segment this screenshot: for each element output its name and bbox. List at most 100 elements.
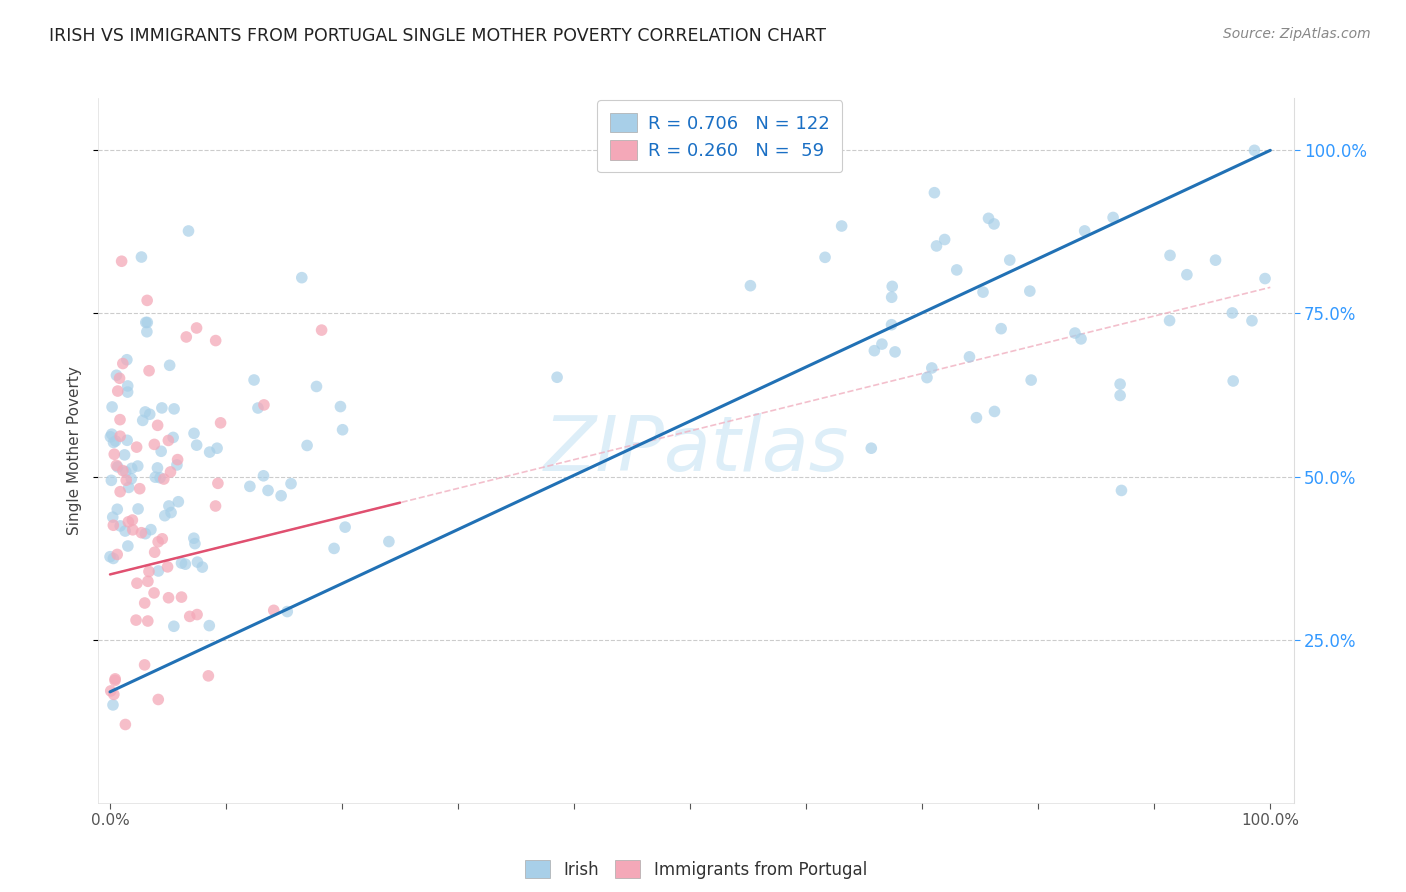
Point: [252, 468, 274, 483]
Point: [378, 534, 401, 549]
Point: [1175, 268, 1198, 282]
Point: [100, 474, 122, 488]
Point: [101, 698, 124, 712]
Point: [117, 539, 139, 553]
Point: [121, 461, 143, 475]
Point: [108, 519, 131, 533]
Point: [148, 692, 170, 706]
Point: [160, 506, 183, 520]
Point: [174, 330, 197, 344]
Point: [977, 211, 1000, 226]
Point: [127, 458, 149, 473]
Point: [167, 494, 190, 508]
Point: [136, 315, 159, 329]
Point: [108, 412, 131, 426]
Point: [108, 371, 131, 385]
Point: [880, 318, 903, 332]
Point: [239, 479, 262, 493]
Point: [156, 559, 179, 574]
Point: [311, 323, 333, 337]
Point: [100, 684, 122, 698]
Point: [157, 434, 180, 448]
Point: [186, 607, 208, 622]
Point: [103, 435, 125, 450]
Point: [162, 430, 184, 444]
Point: [136, 293, 159, 308]
Point: [174, 558, 197, 572]
Point: [263, 603, 285, 617]
Point: [305, 379, 328, 393]
Point: [150, 401, 173, 415]
Point: [139, 523, 162, 537]
Point: [114, 465, 136, 479]
Point: [103, 447, 125, 461]
Point: [134, 657, 156, 672]
Point: [98, 549, 121, 564]
Point: [870, 337, 893, 351]
Point: [104, 434, 127, 448]
Point: [143, 586, 166, 600]
Point: [280, 476, 302, 491]
Point: [246, 401, 269, 415]
Point: [1240, 314, 1263, 328]
Point: [959, 350, 981, 364]
Point: [1159, 248, 1181, 262]
Point: [740, 278, 762, 293]
Point: [204, 499, 226, 513]
Point: [1111, 483, 1133, 498]
Point: [323, 541, 346, 556]
Point: [101, 510, 124, 524]
Point: [105, 458, 128, 473]
Point: [184, 536, 207, 550]
Point: [1205, 253, 1227, 268]
Point: [983, 217, 1005, 231]
Point: [972, 285, 994, 299]
Point: [166, 458, 188, 472]
Point: [291, 270, 314, 285]
Legend: Irish, Immigrants from Portugal: Irish, Immigrants from Portugal: [519, 854, 873, 886]
Point: [153, 508, 176, 523]
Point: [860, 441, 883, 455]
Point: [134, 405, 156, 419]
Point: [115, 434, 138, 448]
Point: [983, 404, 1005, 418]
Text: IRISH VS IMMIGRANTS FROM PORTUGAL SINGLE MOTHER POVERTY CORRELATION CHART: IRISH VS IMMIGRANTS FROM PORTUGAL SINGLE…: [49, 27, 827, 45]
Text: Source: ZipAtlas.com: Source: ZipAtlas.com: [1223, 27, 1371, 41]
Point: [125, 440, 148, 454]
Point: [253, 398, 276, 412]
Point: [166, 452, 188, 467]
Point: [146, 461, 169, 475]
Point: [128, 482, 150, 496]
Point: [1159, 313, 1181, 327]
Point: [108, 484, 131, 499]
Point: [114, 717, 136, 731]
Point: [257, 483, 280, 498]
Point: [108, 429, 131, 443]
Point: [207, 476, 229, 491]
Point: [103, 551, 125, 566]
Point: [197, 669, 219, 683]
Point: [117, 515, 139, 529]
Point: [1070, 332, 1092, 346]
Point: [183, 426, 205, 441]
Point: [107, 459, 129, 474]
Point: [146, 418, 169, 433]
Point: [105, 502, 128, 516]
Point: [131, 250, 153, 264]
Point: [1019, 373, 1042, 387]
Point: [1018, 284, 1040, 298]
Point: [146, 534, 169, 549]
Point: [114, 524, 136, 538]
Point: [136, 574, 159, 589]
Point: [965, 410, 987, 425]
Point: [198, 618, 221, 632]
Point: [1222, 374, 1244, 388]
Point: [990, 321, 1012, 335]
Point: [157, 591, 180, 605]
Point: [1220, 306, 1243, 320]
Point: [179, 609, 201, 624]
Point: [121, 523, 143, 537]
Point: [243, 373, 266, 387]
Point: [114, 448, 136, 462]
Point: [880, 290, 903, 304]
